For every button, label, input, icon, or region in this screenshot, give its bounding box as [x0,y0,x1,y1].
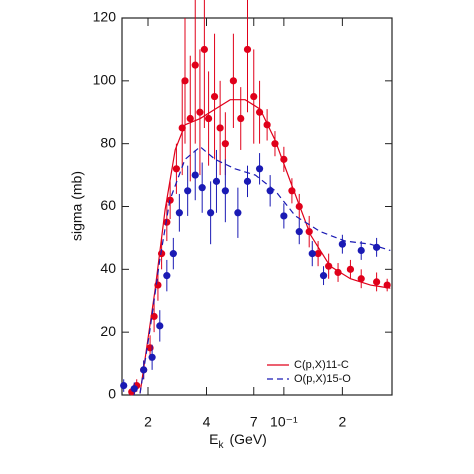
data-point [280,212,288,220]
x-tick-label: 4 [203,414,211,430]
data-point [216,124,224,132]
data-point [357,275,365,283]
model-curve [139,99,391,394]
data-point [163,272,171,280]
data-point [172,165,180,173]
x-axis-label-sub: k [219,440,225,451]
data-point [346,265,355,273]
data-point [148,353,156,361]
x-tick-label: 2 [338,414,346,430]
data-point [221,187,229,195]
data-point [237,114,245,123]
y-tick-label: 120 [93,9,117,25]
x-tick-label: 2 [144,414,152,430]
y-tick-label: 0 [108,386,116,402]
data-point [229,77,237,85]
data-point [338,240,346,248]
data-point [295,228,303,236]
data-point [234,209,242,217]
data-point [210,92,219,101]
y-axis-label: sigma (mb) [69,171,85,241]
data-point [325,262,333,270]
data-point [120,381,128,390]
y-tick-label: 100 [93,72,117,88]
data-point [186,114,194,123]
data-point [184,187,192,195]
legend-label: O(p,X)15-O [294,373,351,385]
data-point [314,250,322,258]
data-point [198,184,206,192]
y-tick-label: 80 [100,134,116,150]
data-point [373,278,381,286]
data-point [357,246,365,255]
data-point [163,218,171,226]
data-point [191,171,199,179]
data-point [221,140,229,148]
data-point [212,177,221,185]
model-curve [139,146,391,394]
data-point [175,209,183,217]
data-point [308,250,316,258]
x-tick-label: 7 [250,414,258,430]
data-point [169,250,177,258]
x-axis-label-unit: (GeV) [230,431,267,447]
data-point [130,385,138,393]
data-point [204,114,213,123]
data-point [191,61,199,69]
y-tick-label: 60 [100,197,116,213]
x-tick-label: 10⁻¹ [270,414,298,430]
x-axis-label: Ek (GeV) [209,431,267,451]
data-point [255,165,264,173]
data-point [181,77,189,85]
data-point [150,312,158,321]
legend-label: C(p,X)11-C [294,359,349,371]
data-point [243,177,252,185]
y-tick-label: 20 [100,323,116,339]
data-point [200,45,208,54]
data-point [207,209,215,217]
data-point [319,272,328,280]
y-tick-label: 40 [100,260,116,276]
data-point [250,92,258,101]
data-point [196,108,204,116]
plot-frame [121,17,393,396]
x-axis-label-main: E [209,431,218,447]
data-point [243,45,252,54]
data-point [156,322,164,330]
data-point [266,187,274,195]
